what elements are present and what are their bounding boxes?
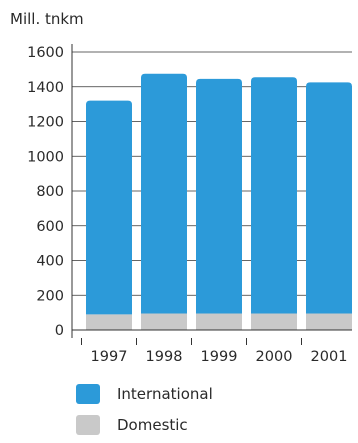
bar-domestic-2001: [306, 313, 352, 330]
x-category-label: 1999: [201, 349, 238, 365]
bars: [86, 73, 352, 330]
bar-international-1999: [196, 78, 242, 314]
y-tick-label: 1000: [27, 149, 64, 165]
x-category-label: 2001: [311, 349, 348, 365]
x-axis-labels: 1997 1998 1999 2000 2001: [91, 349, 348, 365]
y-tick-label: 1200: [27, 115, 64, 131]
bar-international-2001: [306, 82, 352, 314]
y-axis-ticks: 0 200 400 600 800 1000 1200 1400 1600: [27, 45, 64, 339]
bar-international-1998: [141, 73, 187, 314]
bar-domestic-1999: [196, 313, 242, 330]
x-category-label: 1998: [146, 349, 183, 365]
axes: [71, 44, 352, 345]
y-tick-label: 0: [55, 323, 64, 339]
x-category-label: 2000: [256, 349, 293, 365]
x-category-label: 1997: [91, 349, 128, 365]
legend-swatch-domestic: [76, 415, 100, 435]
y-tick-label: 800: [36, 184, 64, 200]
bar-domestic-2000: [251, 313, 297, 330]
y-tick-label: 1600: [27, 45, 64, 61]
y-axis-unit-label: Mill. tnkm: [10, 10, 84, 28]
bar-international-1997: [86, 100, 132, 315]
bar-domestic-1997: [86, 314, 132, 330]
y-tick-label: 400: [36, 254, 64, 270]
bar-domestic-1998: [141, 313, 187, 330]
legend-swatch-international: [76, 384, 100, 404]
legend-label-domestic: Domestic: [117, 416, 188, 434]
y-tick-label: 200: [36, 288, 64, 304]
y-tick-label: 600: [36, 219, 64, 235]
legend-label-international: International: [117, 385, 213, 403]
legend: International Domestic: [76, 384, 213, 435]
bar-international-2000: [251, 77, 297, 314]
y-tick-label: 1400: [27, 80, 64, 96]
